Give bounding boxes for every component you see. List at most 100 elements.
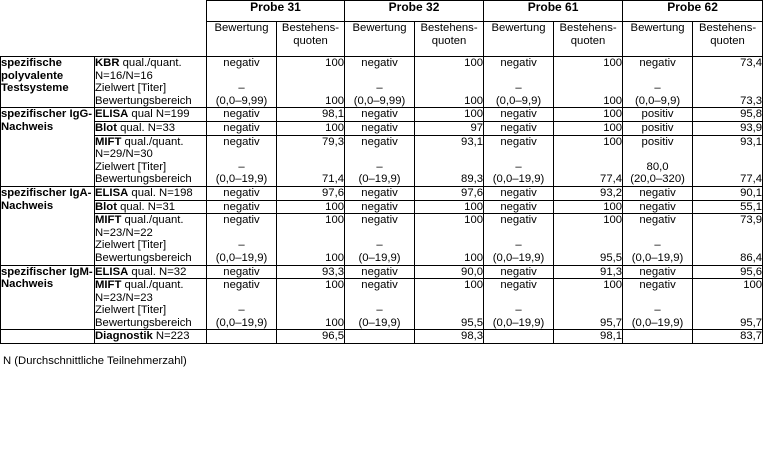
bewertung-cell: positiv 80,0 (20,0–320) <box>622 134 694 187</box>
quote-cell: 100 100 <box>553 55 624 109</box>
quote-cell: 100 <box>414 199 485 215</box>
bewertung-cell: negativ – (0–19,9) <box>344 278 416 331</box>
bewertung-cell: negativ – (0,0–19,9) <box>206 278 277 331</box>
bewertung-cell: positiv <box>622 120 694 136</box>
bewertung-cell-empty <box>622 329 694 345</box>
table-row-iga-blot: Blot qual. N=31 negativ 100 negativ 100 … <box>1 199 763 215</box>
bewertung-cell: negativ <box>344 185 416 201</box>
quote-cell: 97 <box>414 120 485 136</box>
table-row-iga-elisa: spezifischer IgA-Nachweis ELISA qual. N=… <box>0 185 763 266</box>
bewertung-cell: negativ <box>206 120 277 136</box>
quote-cell: 95,6 <box>692 264 763 280</box>
probe-header-61: Probe 61 <box>483 0 624 22</box>
bewertung-cell: negativ – (0,0–9,9) <box>483 55 555 109</box>
quote-cell: 100 100 <box>275 55 346 109</box>
bewertung-cell: negativ – (0,0–9,99) <box>344 55 416 109</box>
bewertung-cell: negativ – (0,0–19,9) <box>483 213 555 266</box>
quote-cell: 100 <box>553 199 624 215</box>
quote-cell: 97,6 <box>414 185 485 201</box>
bewertung-cell: negativ – (0–19,9) <box>344 213 416 266</box>
quote-cell: 98,1 <box>275 107 346 122</box>
probe-header-31: Probe 31 <box>205 0 346 22</box>
bewertung-cell: negativ <box>483 185 555 201</box>
quote-cell: 100 95,5 <box>414 278 485 331</box>
quoten-header: Bestehens-quoten <box>414 21 485 57</box>
quote-cell: 100 95,7 <box>692 278 763 331</box>
bewertung-cell: negativ <box>622 185 694 201</box>
quote-cell: 100 77,4 <box>553 134 624 187</box>
bewertung-cell: negativ – (0,0–19,9) <box>622 278 694 331</box>
quote-cell: 98,3 <box>414 329 485 345</box>
quote-cell: 55,1 <box>692 199 763 215</box>
quote-cell: 100 95,7 <box>553 278 624 331</box>
probe-header-32: Probe 32 <box>344 0 485 22</box>
table-row-igg-elisa: spezifischer IgG-Nachweis ELISA qual N=1… <box>0 107 763 187</box>
quote-cell: 100 100 <box>414 55 485 109</box>
table-row-diagnostik: Diagnostik N=223 96,5 98,3 98,1 83,7 <box>0 329 763 345</box>
quote-cell: 100 100 <box>275 213 346 266</box>
quote-cell: 100 <box>275 120 346 136</box>
footnote: N (Durchschnittliche Teilnehmerzahl) <box>3 355 187 368</box>
bewertung-cell: negativ – (0,0–19,9) <box>483 278 555 331</box>
bewertung-cell: negativ – (0,0–9,99) <box>206 55 277 109</box>
quote-cell: 100 100 <box>275 278 346 331</box>
bewertung-cell: negativ – (0,0–19,9) <box>206 134 277 187</box>
bewertung-cell: negativ <box>344 120 416 136</box>
quote-cell: 100 <box>553 120 624 136</box>
quote-cell: 93,2 <box>553 185 624 201</box>
bewertung-cell: negativ <box>483 107 555 122</box>
bewertung-cell: negativ <box>483 199 555 215</box>
method-cell-igg-elisa: ELISA qual N=199 <box>94 107 207 122</box>
bewertung-cell: negativ <box>344 264 416 280</box>
bewertung-cell: negativ – (0–19,9) <box>344 134 416 187</box>
probe-header-62: Probe 62 <box>622 0 763 22</box>
quote-cell: 90,0 <box>414 264 485 280</box>
quote-cell: 73,4 73,3 <box>692 55 763 109</box>
method-cell-igm-elisa: ELISA qual. N=32 <box>94 264 207 280</box>
results-table: Probe 31 Probe 32 Probe 61 Probe 62 Bewe… <box>0 0 763 345</box>
quote-cell: 96,5 <box>275 329 346 345</box>
method-cell-igg-blot: Blot qual. N=33 <box>94 120 207 136</box>
bewertung-header: Bewertung <box>206 21 277 57</box>
quoten-header: Bestehens-quoten <box>275 21 346 57</box>
group-label-igm: spezifischer IgM-Nachweis <box>0 264 95 331</box>
bewertung-cell: negativ <box>344 199 416 215</box>
quote-cell: 100 <box>553 107 624 122</box>
table-row-iga-mift: MIFT qual./quant. N=23/N=22 Zielwert [Ti… <box>1 213 763 266</box>
group-label-polyvalent: spezifische polyvalente Testsysteme <box>0 55 95 109</box>
bewertung-cell: negativ – (0,0–19,9) <box>206 213 277 266</box>
method-cell-iga-blot: Blot qual. N=31 <box>94 199 207 215</box>
table-row-igm-mift: MIFT qual./quant. N=23/N=23 Zielwert [Ti… <box>1 278 763 331</box>
header-row-columns: Bewertung Bestehens-quoten Bewertung Bes… <box>1 21 763 57</box>
bewertung-header: Bewertung <box>622 21 694 57</box>
method-cell-iga-mift: MIFT qual./quant. N=23/N=22 Zielwert [Ti… <box>94 213 207 266</box>
method-cell-igm-mift: MIFT qual./quant. N=23/N=23 Zielwert [Ti… <box>94 278 207 331</box>
bewertung-cell: negativ <box>622 264 694 280</box>
bewertung-cell: negativ <box>622 199 694 215</box>
quote-cell: 91,3 <box>553 264 624 280</box>
bewertung-cell: negativ – (0,0–19,9) <box>622 213 694 266</box>
group-label-empty <box>0 329 95 345</box>
method-cell-iga-elisa: ELISA qual. N=198 <box>94 185 207 201</box>
bewertung-cell: negativ – (0,0–19,9) <box>483 134 555 187</box>
quote-cell: 98,1 <box>553 329 624 345</box>
bewertung-cell: positiv <box>622 107 694 122</box>
quote-cell: 73,9 86,4 <box>692 213 763 266</box>
bewertung-cell: negativ <box>483 120 555 136</box>
bewertung-cell: negativ – (0,0–9,9) <box>622 55 694 109</box>
method-cell-diagnostik: Diagnostik N=223 <box>94 329 207 345</box>
quote-cell: 90,1 <box>692 185 763 201</box>
bewertung-cell: negativ <box>206 107 277 122</box>
quote-cell: 100 <box>414 107 485 122</box>
group-label-iga: spezifischer IgA-Nachweis <box>0 185 95 266</box>
quote-cell: 93,3 <box>275 264 346 280</box>
bewertung-cell-empty <box>206 329 277 345</box>
quote-cell: 100 <box>275 199 346 215</box>
bewertung-cell: negativ <box>483 264 555 280</box>
bewertung-cell: negativ <box>206 185 277 201</box>
quote-cell: 93,9 <box>692 120 763 136</box>
quote-cell: 100 95,5 <box>553 213 624 266</box>
quote-cell: 83,7 <box>692 329 763 345</box>
table-row-igg-mift: MIFT qual./quant. N=29/N=30 Zielwert [Ti… <box>1 134 763 187</box>
quoten-header: Bestehens-quoten <box>692 21 763 57</box>
